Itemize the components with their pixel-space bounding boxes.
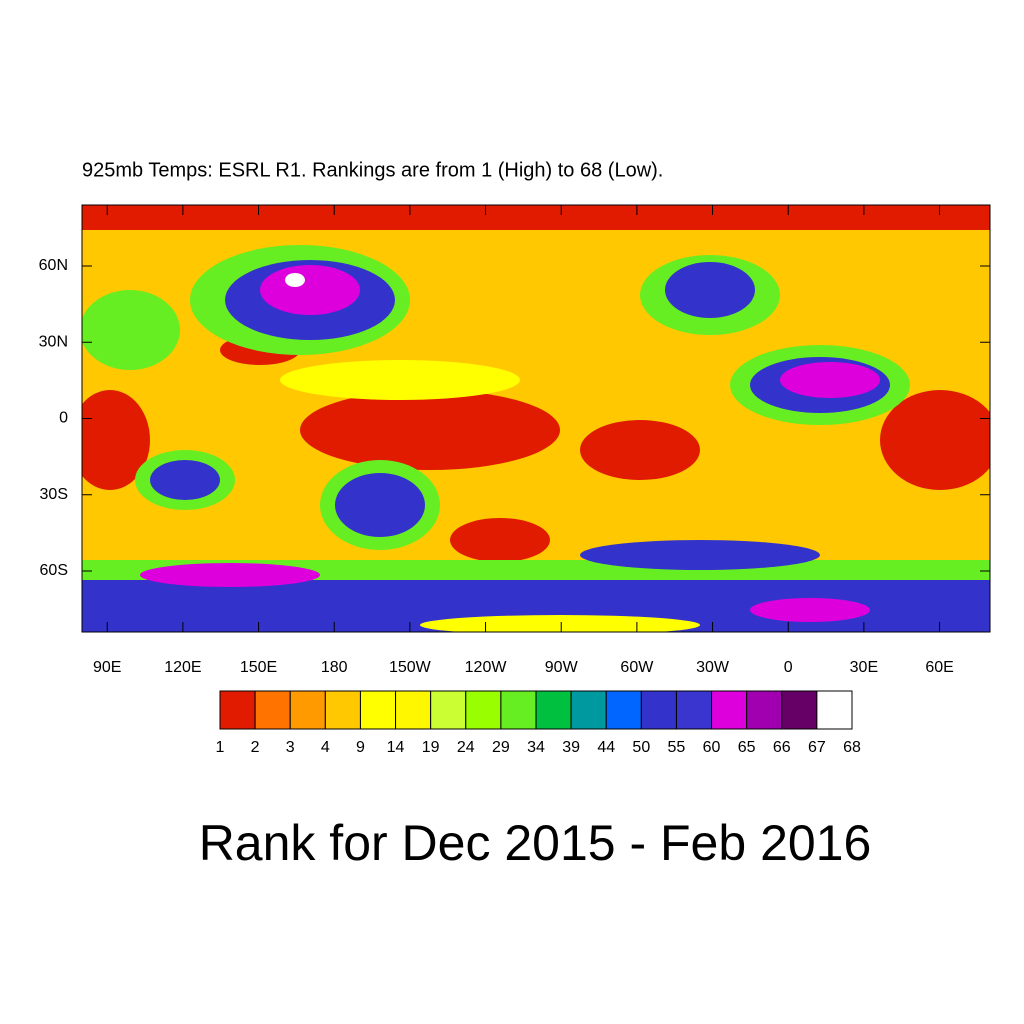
colorbar-label: 60 <box>703 739 721 756</box>
colorbar-box <box>640 690 677 730</box>
colorbar-box <box>605 690 642 730</box>
colorbar-label: 24 <box>457 739 475 756</box>
colorbar-box <box>254 690 291 730</box>
colorbar-label: 19 <box>422 739 440 756</box>
colorbar-label: 4 <box>321 739 330 756</box>
y-tick-label: 30S <box>40 486 68 503</box>
colorbar-label: 50 <box>632 739 650 756</box>
colorbar-label: 39 <box>562 739 580 756</box>
x-tick-label: 90W <box>545 659 579 676</box>
colorbar-box <box>500 690 537 730</box>
y-tick-label: 60S <box>40 562 68 579</box>
title: Rank for Dec 2015 - Feb 2016 <box>199 815 872 871</box>
colorbar-label: 9 <box>356 739 365 756</box>
colorbar-label: 29 <box>492 739 510 756</box>
colorbar-box <box>535 690 572 730</box>
colorbar-box <box>675 690 713 730</box>
x-tick-label: 150W <box>389 659 432 676</box>
colorbar-box <box>359 690 397 730</box>
map-field <box>82 205 990 632</box>
subtitle: 925mb Temps: ESRL R1. Rankings are from … <box>82 159 663 181</box>
x-tick-label: 180 <box>321 659 348 676</box>
colorbar-label: 55 <box>668 739 686 756</box>
colorbar-label: 2 <box>251 739 260 756</box>
x-tick-label: 30E <box>850 659 878 676</box>
x-tick-label: 30W <box>696 659 730 676</box>
x-tick-label: 150E <box>240 659 277 676</box>
colorbar-box <box>289 690 326 730</box>
colorbar-label: 3 <box>286 739 295 756</box>
colorbar-box <box>465 690 502 730</box>
x-tick-label: 0 <box>784 659 793 676</box>
colorbar-box <box>430 690 467 730</box>
colorbar-box <box>570 690 607 730</box>
x-tick-label: 90E <box>93 659 121 676</box>
colorbar-label: 44 <box>597 739 615 756</box>
x-tick-label: 120E <box>164 659 201 676</box>
colorbar-box <box>746 690 783 730</box>
colorbar-box <box>324 690 361 730</box>
x-tick-label: 60E <box>925 659 953 676</box>
x-tick-label: 60W <box>620 659 654 676</box>
colorbar-label: 34 <box>527 739 545 756</box>
colorbar-label: 68 <box>843 739 861 756</box>
y-tick-label: 0 <box>59 410 68 427</box>
colorbar-box <box>711 690 748 730</box>
colorbar-box <box>781 690 818 730</box>
y-tick-label: 60N <box>39 257 68 274</box>
colorbar-box <box>816 690 853 730</box>
x-tick-label: 120W <box>465 659 508 676</box>
colorbar-label: 67 <box>808 739 826 756</box>
colorbar-label: 66 <box>773 739 791 756</box>
colorbar-box <box>219 690 256 730</box>
colorbar-box <box>395 690 432 730</box>
colorbar-label: 14 <box>387 739 405 756</box>
colorbar-label: 65 <box>738 739 756 756</box>
colorbar-label: 1 <box>216 739 225 756</box>
y-tick-label: 30N <box>39 333 68 350</box>
